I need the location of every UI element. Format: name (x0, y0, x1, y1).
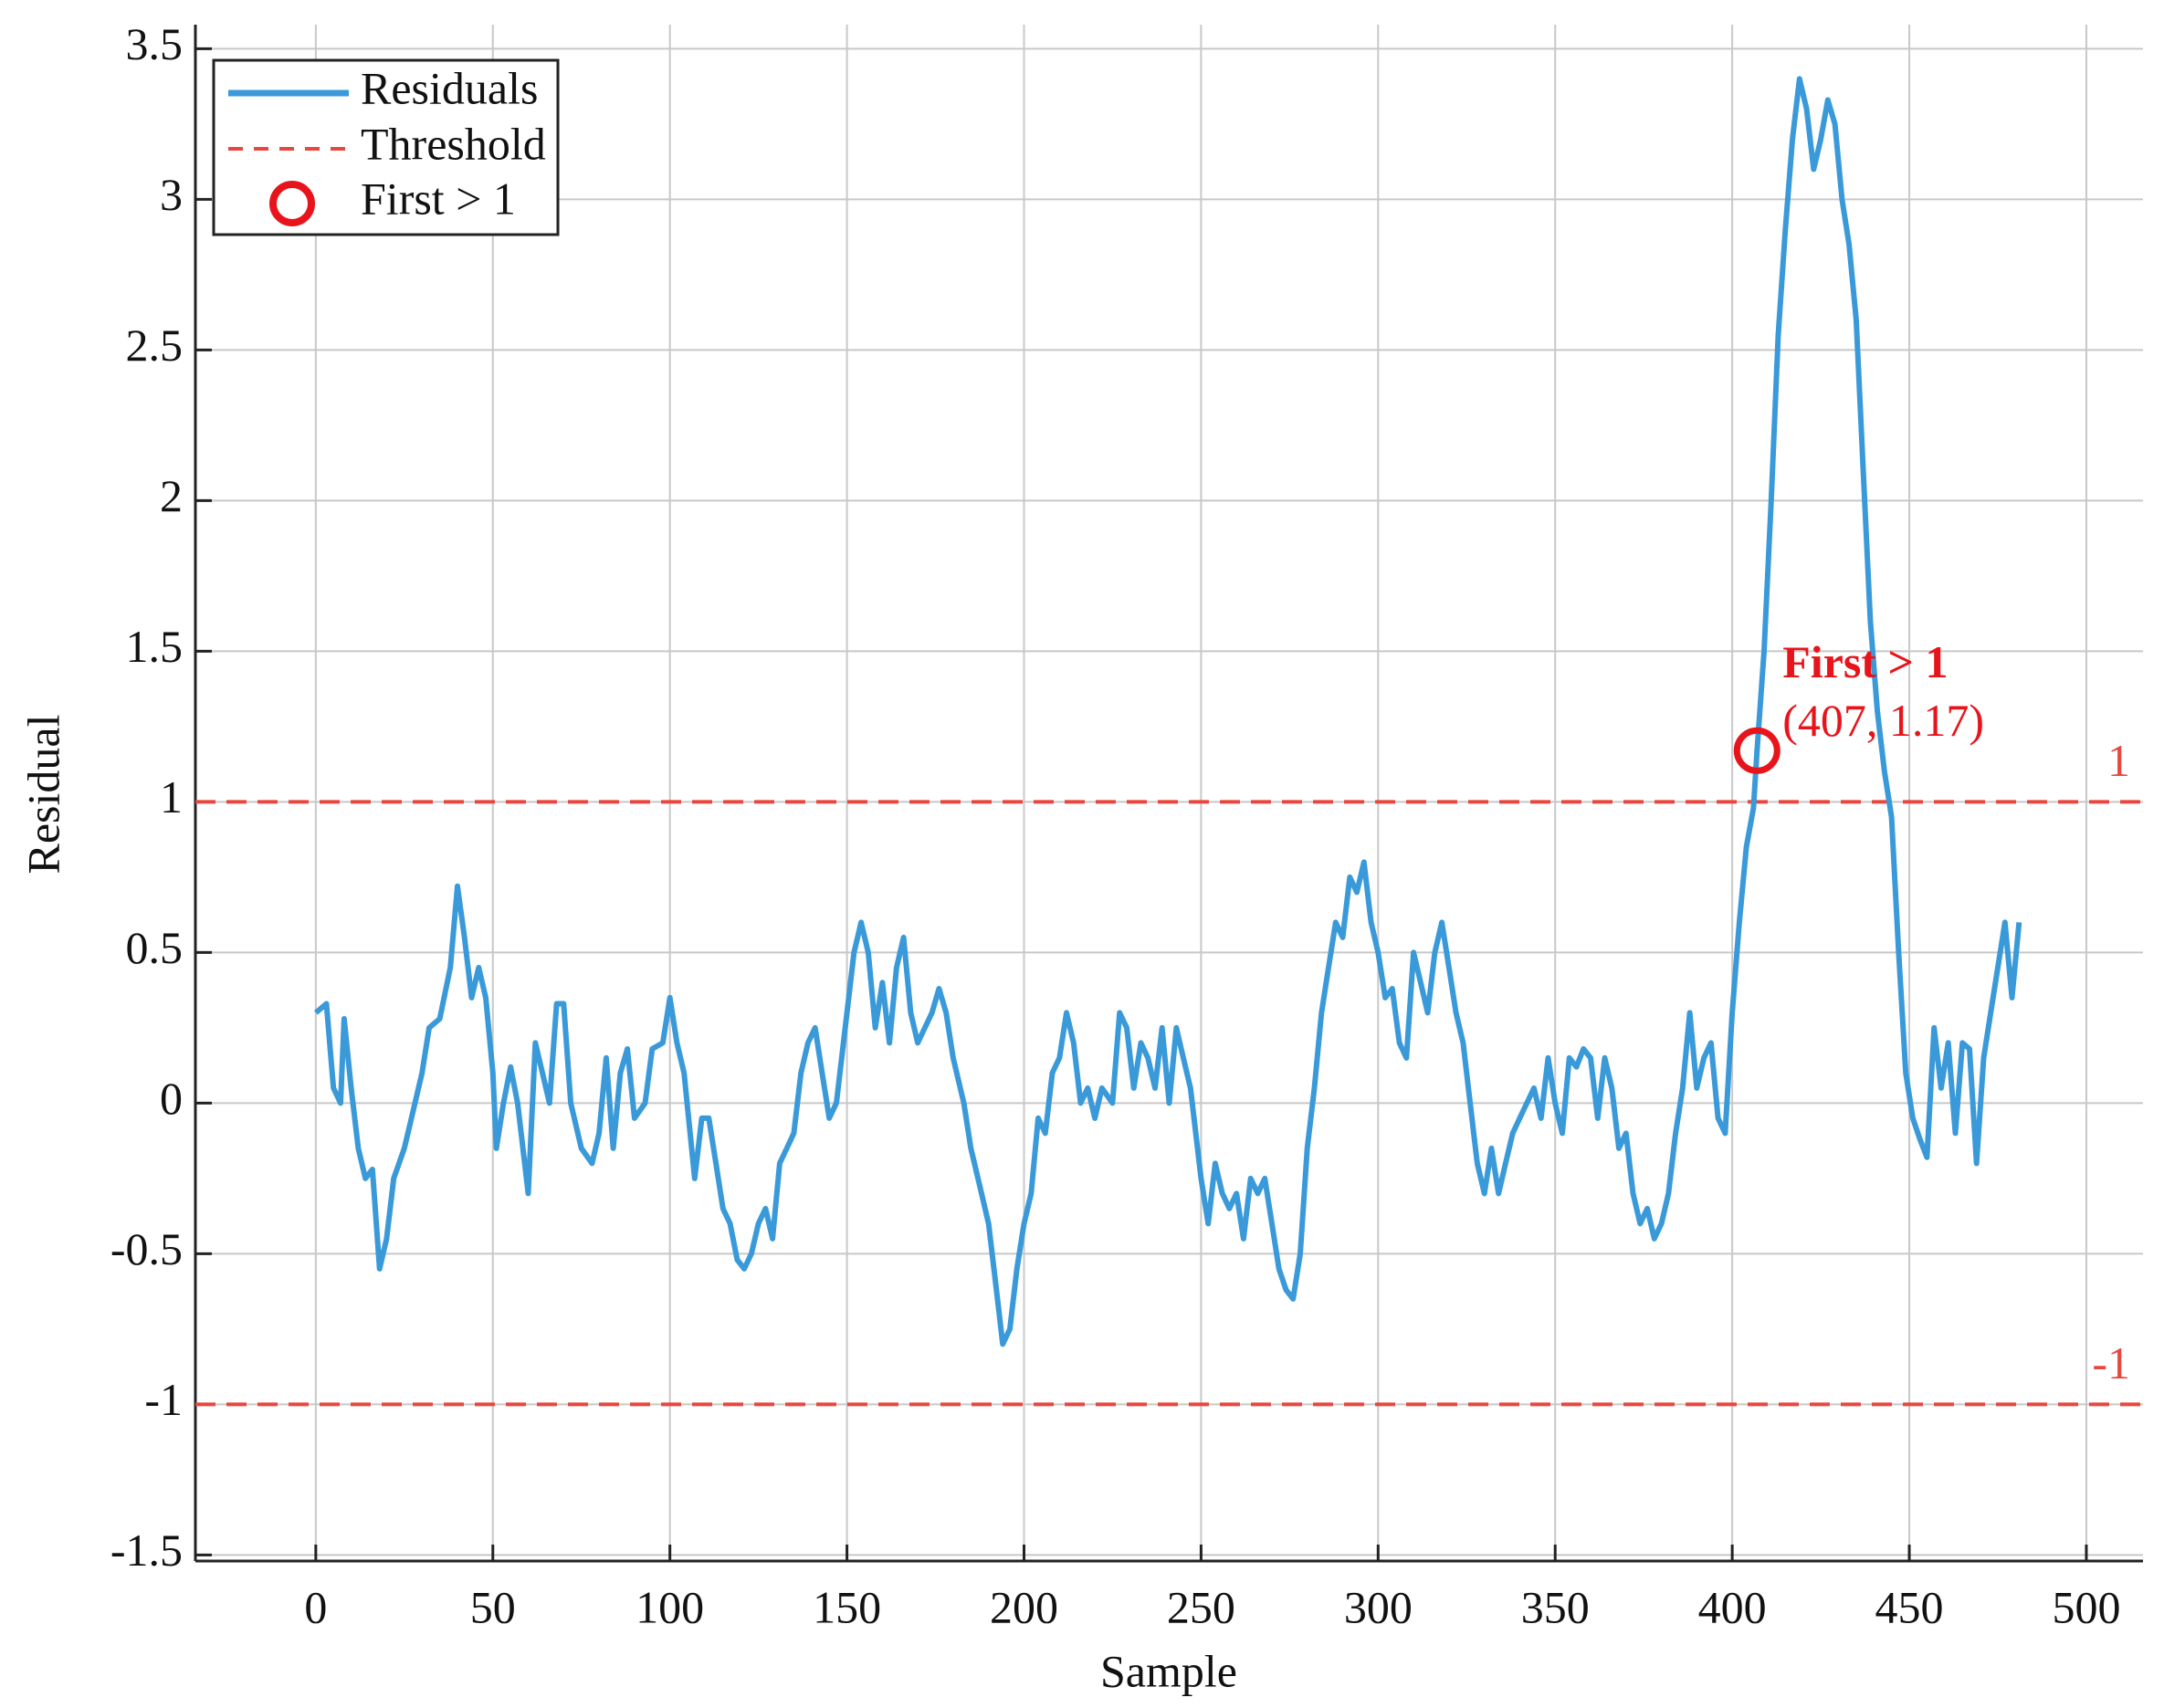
x-tick-label: 300 (1344, 1581, 1413, 1632)
x-tick-label: 50 (470, 1581, 516, 1632)
y-tick-label: 2 (160, 470, 183, 521)
y-tick-label: 2.5 (126, 320, 184, 371)
x-tick-label: 350 (1521, 1581, 1590, 1632)
x-tick-label: 250 (1167, 1581, 1235, 1632)
residual-line (313, 76, 2022, 1347)
x-tick-label: 400 (1698, 1581, 1767, 1632)
legend-label: First > 1 (361, 173, 516, 224)
x-tick-label: 450 (1875, 1581, 1944, 1632)
x-tick-label: 0 (304, 1581, 327, 1632)
x-tick-label: 500 (2052, 1581, 2120, 1632)
x-tick-label: 200 (990, 1581, 1058, 1632)
first-marker (1733, 727, 1781, 774)
y-tick-label: -0.5 (110, 1223, 183, 1274)
legend-label: Threshold (361, 118, 546, 169)
threshold-label: 1 (2107, 735, 2130, 786)
y-tick-label: 1 (160, 771, 183, 823)
y-tick-label: 3.5 (126, 18, 184, 69)
x-tick-label: 100 (636, 1581, 704, 1632)
y-tick-label: -1.5 (110, 1525, 183, 1576)
y-tick-label: -1 (144, 1374, 183, 1425)
y-tick-label: 1.5 (126, 621, 184, 672)
annotation-title: First > 1 (1782, 636, 1948, 687)
y-tick-label: 0.5 (126, 922, 184, 973)
legend-label: Residuals (361, 62, 538, 113)
y-axis-label: Residual (17, 715, 68, 875)
legend-swatch (269, 181, 315, 226)
y-tick-label: 0 (160, 1073, 183, 1124)
x-tick-label: 150 (813, 1581, 881, 1632)
y-tick-label: 3 (160, 169, 183, 220)
x-axis-label: Sample (1100, 1645, 1237, 1696)
annotation-value: (407, 1.17) (1782, 695, 1984, 746)
threshold-label: -1 (2092, 1337, 2130, 1388)
